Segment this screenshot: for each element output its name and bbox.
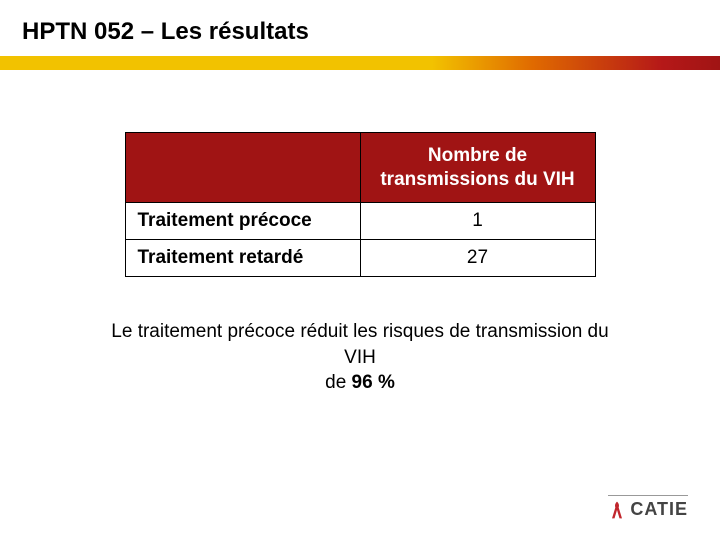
logo-text: CATIE xyxy=(630,499,688,520)
row-label: Traitement précoce xyxy=(125,203,360,240)
table-header-row: Nombre de transmissions du VIH xyxy=(125,133,595,203)
table-header-col: Nombre de transmissions du VIH xyxy=(360,133,595,203)
caption: Le traitement précoce réduit les risques… xyxy=(80,319,640,396)
page-title: HPTN 052 – Les résultats xyxy=(22,18,698,46)
caption-line1: Le traitement précoce réduit les risques… xyxy=(111,321,608,368)
results-table: Nombre de transmissions du VIH Traitemen… xyxy=(125,132,596,277)
logo: CATIE xyxy=(608,495,688,520)
divider-gradient xyxy=(432,56,720,70)
caption-percent: 96 % xyxy=(352,372,395,393)
ribbon-icon xyxy=(608,500,626,520)
table-row: Traitement précoce 1 xyxy=(125,203,595,240)
row-value: 27 xyxy=(360,240,595,277)
content-area: Nombre de transmissions du VIH Traitemen… xyxy=(0,70,720,396)
divider-yellow xyxy=(0,56,432,70)
table-header-blank xyxy=(125,133,360,203)
slide: HPTN 052 – Les résultats Nombre de trans… xyxy=(0,0,720,540)
row-label: Traitement retardé xyxy=(125,240,360,277)
title-area: HPTN 052 – Les résultats xyxy=(0,0,720,56)
divider-bar xyxy=(0,56,720,70)
table-row: Traitement retardé 27 xyxy=(125,240,595,277)
row-value: 1 xyxy=(360,203,595,240)
caption-line2-prefix: de xyxy=(325,372,351,393)
